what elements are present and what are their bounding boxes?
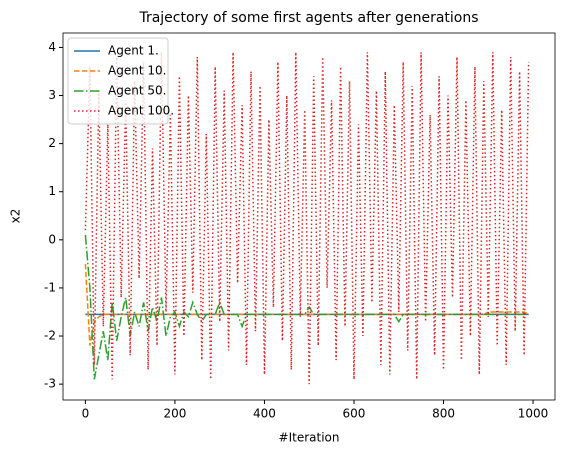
- x-tick-label: 0: [82, 407, 90, 421]
- y-tick-label: -2: [44, 329, 56, 343]
- x-tick-label: 1000: [518, 407, 549, 421]
- series-line: [84, 52, 530, 385]
- x-axis-label: #Iteration: [279, 431, 340, 445]
- x-tick-label: 400: [253, 407, 276, 421]
- y-tick-label: -1: [44, 280, 56, 294]
- y-tick-label: -3: [44, 377, 56, 391]
- chart-title: Trajectory of some first agents after ge…: [138, 10, 478, 26]
- y-axis-label: x2: [9, 209, 23, 224]
- x-tick-label: 800: [432, 407, 455, 421]
- legend-label: Agent 10.: [108, 64, 166, 78]
- legend-label: Agent 50.: [108, 84, 166, 98]
- y-tick-label: 4: [48, 40, 56, 54]
- y-tick-label: 3: [48, 88, 56, 102]
- x-tick-label: 600: [343, 407, 366, 421]
- y-tick-label: 0: [48, 232, 56, 246]
- series-line: [84, 234, 529, 380]
- plot-frame: [62, 32, 556, 401]
- legend-label: Agent 100.: [108, 104, 174, 118]
- x-tick-label: 200: [163, 407, 186, 421]
- legend-label: Agent 1.: [108, 44, 159, 58]
- y-tick-label: 1: [48, 184, 56, 198]
- y-tick-label: 2: [48, 136, 56, 150]
- legend-box: [67, 37, 169, 125]
